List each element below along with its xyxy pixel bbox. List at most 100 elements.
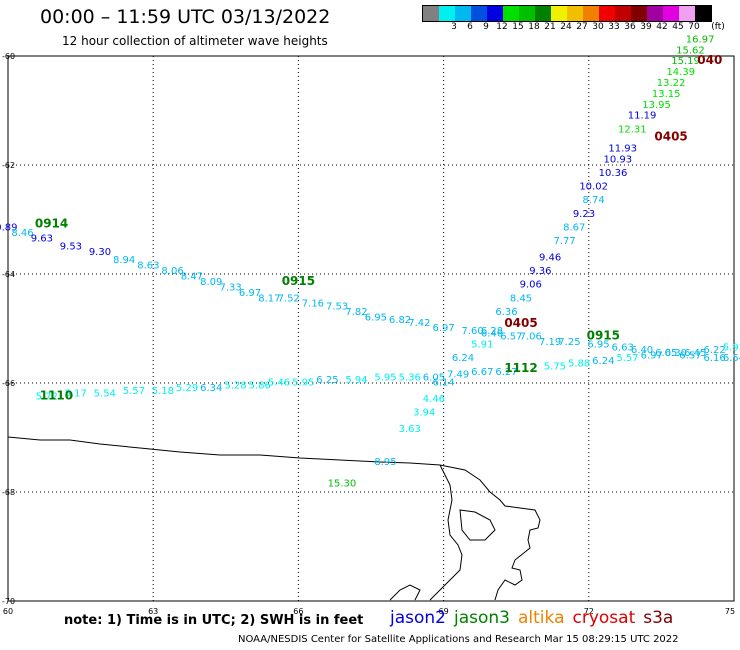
wave-height-value: 8.46 [11,228,33,239]
wave-height-value: 7.16 [302,299,324,310]
wave-height-value: 10.93 [604,154,633,165]
graticule [8,56,734,601]
wave-height-value: 9.63 [31,233,53,244]
wave-height-value: 7.60 [462,326,484,337]
lon-tick-label: 66 [293,607,303,616]
mission-altika: altika [518,608,565,628]
track-coastal: 15.30 [328,479,357,490]
wave-height-value: 16.97 [686,34,715,45]
wave-height-value: 5.46 [268,378,290,389]
legend-swatch [567,6,583,21]
wave-height-value: 7.52 [278,293,300,304]
wave-height-value: 8.45 [510,293,532,304]
wave-height-value: 6.28 [481,326,503,337]
legend-swatch [679,6,695,21]
wave-height-value: 6.24 [452,353,474,364]
wave-height-value: 3.63 [399,424,421,435]
credit-line: NOAA/NESDIS Center for Satellite Applica… [238,634,679,645]
pass-time-label: 0915 [587,328,620,342]
wave-height-value: 6.05 [655,348,677,359]
wave-height-value: 6.63 [612,342,634,353]
wave-height-value: 7.53 [326,301,348,312]
mission-s3a: s3a [643,608,674,628]
wave-height-value: 5.86 [249,380,271,391]
wave-height-value: 6.14 [432,378,454,389]
wave-height-value: 7.19 [539,337,561,348]
wave-height-value: 6.30 [665,348,687,359]
wave-height-value: 6.45 [684,348,706,359]
wave-height-value: 5.28 [224,380,246,391]
lon-tick-label: 75 [725,607,735,616]
legend-label: 6 [467,22,473,32]
wave-height-value: 14.39 [666,67,695,78]
legend-swatch [519,6,535,21]
legend-swatch [599,6,615,21]
pass-time-label: 040 [697,53,722,67]
wave-height-value: 9.53 [60,241,82,252]
mission-jason2: jason2 [390,608,446,628]
wave-height-value: 15.62 [676,45,705,56]
wave-height-value: 5.72 [36,391,58,402]
wave-height-value: 7.33 [220,282,242,293]
wave-height-value: 5.94 [345,375,367,386]
track-1110: 5.72 5.17 5.54 5.57 5.18 5.29 6.34 5.28 5.865.46… [36,342,740,402]
wave-height-value: 7.82 [345,307,367,318]
wave-height-value: 7.06 [520,331,542,342]
lon-tick-label: 60 [3,607,13,616]
wave-height-value: 6.36 [495,307,517,318]
lat-tick-label: -70 [2,597,15,606]
wave-height-value: 10.89 [0,222,17,233]
lat-tick-label: -64 [2,270,15,279]
legend-swatch [631,6,647,21]
wave-height-value: 5.57 [123,386,145,397]
pass-time-label: 0914 [35,217,68,231]
mission-cryosat: cryosat [572,608,636,628]
legend-swatch [695,6,711,21]
footnote: note: 1) Time is in UTC; 2) SWH is in fe… [64,613,364,628]
lon-tick-label: 69 [439,607,449,616]
coastline [7,436,541,601]
legend-label: 30 [592,22,604,32]
wave-height-value: 5.88 [568,359,590,370]
wave-height-value: 6.46 [481,329,503,340]
legend-swatch [487,6,503,21]
wave-height-value: 5.54 [94,389,116,400]
lat-tick-label: -62 [2,161,15,170]
wave-height-value: 5.91 [471,340,493,351]
lon-tick-label: 72 [584,607,594,616]
legend-swatch [663,6,679,21]
legend-label: 9 [483,22,489,32]
legend-label: 21 [544,22,556,32]
legend-swatch [503,6,519,21]
wave-height-value: 11.19 [628,111,657,122]
legend-swatch [647,6,663,21]
wave-height-value: 10.36 [599,168,628,179]
wave-height-value: 5.17 [65,389,87,400]
wave-height-value: 13.22 [657,78,686,89]
wave-height-value: 8.67 [563,222,585,233]
wave-height-value: 6.54 [723,353,740,364]
pass-time-label: 0915 [282,274,315,288]
legend-swatch [439,6,455,21]
legend-swatch [535,6,551,21]
wave-height-value: 5.36 [399,372,421,383]
wave-height-value: 12.31 [618,124,647,135]
wave-height-value: 9.46 [539,252,561,263]
wave-height-value: 6.97 [239,288,261,299]
wave-height-value: 6.95 [365,312,387,323]
legend-swatch [551,6,567,21]
wave-height-value: 6.82 [389,315,411,326]
wave-height-value: 8.06 [161,266,183,277]
wave-height-value: 8.74 [583,195,605,206]
legend-label: 42 [656,22,668,32]
wave-height-value: 5.95 [723,342,740,353]
color-legend [422,5,712,22]
wave-height-value: 5.75 [544,361,566,372]
legend-label: 12 [496,22,508,32]
wave-height-value: 6.40 [631,345,653,356]
wave-height-value: 6.57 [679,350,701,361]
legend-label: 18 [528,22,540,32]
legend-swatch [583,6,599,21]
lat-tick-label: -60 [2,52,15,61]
